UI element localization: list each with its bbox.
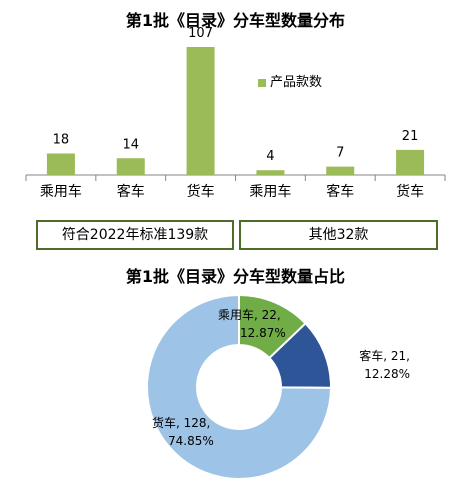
pie-slice xyxy=(146,293,333,480)
bar xyxy=(326,166,355,175)
bar xyxy=(186,47,215,175)
pie-label-percent: 12.28% xyxy=(364,367,410,381)
category-tick-label: 货车 xyxy=(396,183,424,200)
category-tick-label: 货车 xyxy=(187,183,215,200)
group-label-other: 其他32款 xyxy=(239,220,438,250)
pie-label-bus: 客车, 21, 12.28% xyxy=(342,347,410,383)
group-label-standard: 符合2022年标准139款 xyxy=(36,220,234,250)
category-tick-label: 客车 xyxy=(326,183,354,200)
data-label: 18 xyxy=(53,132,70,147)
bar-chart-title: 第1批《目录》分车型数量分布 xyxy=(125,11,346,30)
bar xyxy=(396,149,425,175)
legend-label: 产品款数 xyxy=(270,75,323,90)
pie-chart-title: 第1批《目录》分车型数量占比 xyxy=(125,267,346,286)
bar xyxy=(256,170,285,175)
data-label: 7 xyxy=(336,146,344,161)
category-tick-label: 客车 xyxy=(117,183,145,200)
data-label: 4 xyxy=(266,149,274,164)
bar xyxy=(116,158,145,175)
category-tick-label: 乘用车 xyxy=(249,183,291,200)
pie-label-text: 客车, 21, xyxy=(359,349,410,363)
pie-label-truck: 货车, 128, 74.85% xyxy=(152,414,214,450)
pie-label-percent: 12.87% xyxy=(240,326,286,340)
pie-label-passenger: 乘用车, 22, 12.87% xyxy=(218,306,286,342)
data-label: 21 xyxy=(402,129,419,144)
category-tick-label: 乘用车 xyxy=(40,183,82,200)
data-label: 107 xyxy=(188,26,213,41)
pie-label-text: 货车, 128, xyxy=(152,416,211,430)
pie-label-percent: 74.85% xyxy=(168,434,214,448)
bar-legend: 产品款数 xyxy=(258,71,322,90)
legend-swatch xyxy=(258,78,266,87)
pie-label-text: 乘用车, 22, xyxy=(218,308,281,322)
data-label: 14 xyxy=(122,137,139,152)
bar xyxy=(46,153,75,175)
